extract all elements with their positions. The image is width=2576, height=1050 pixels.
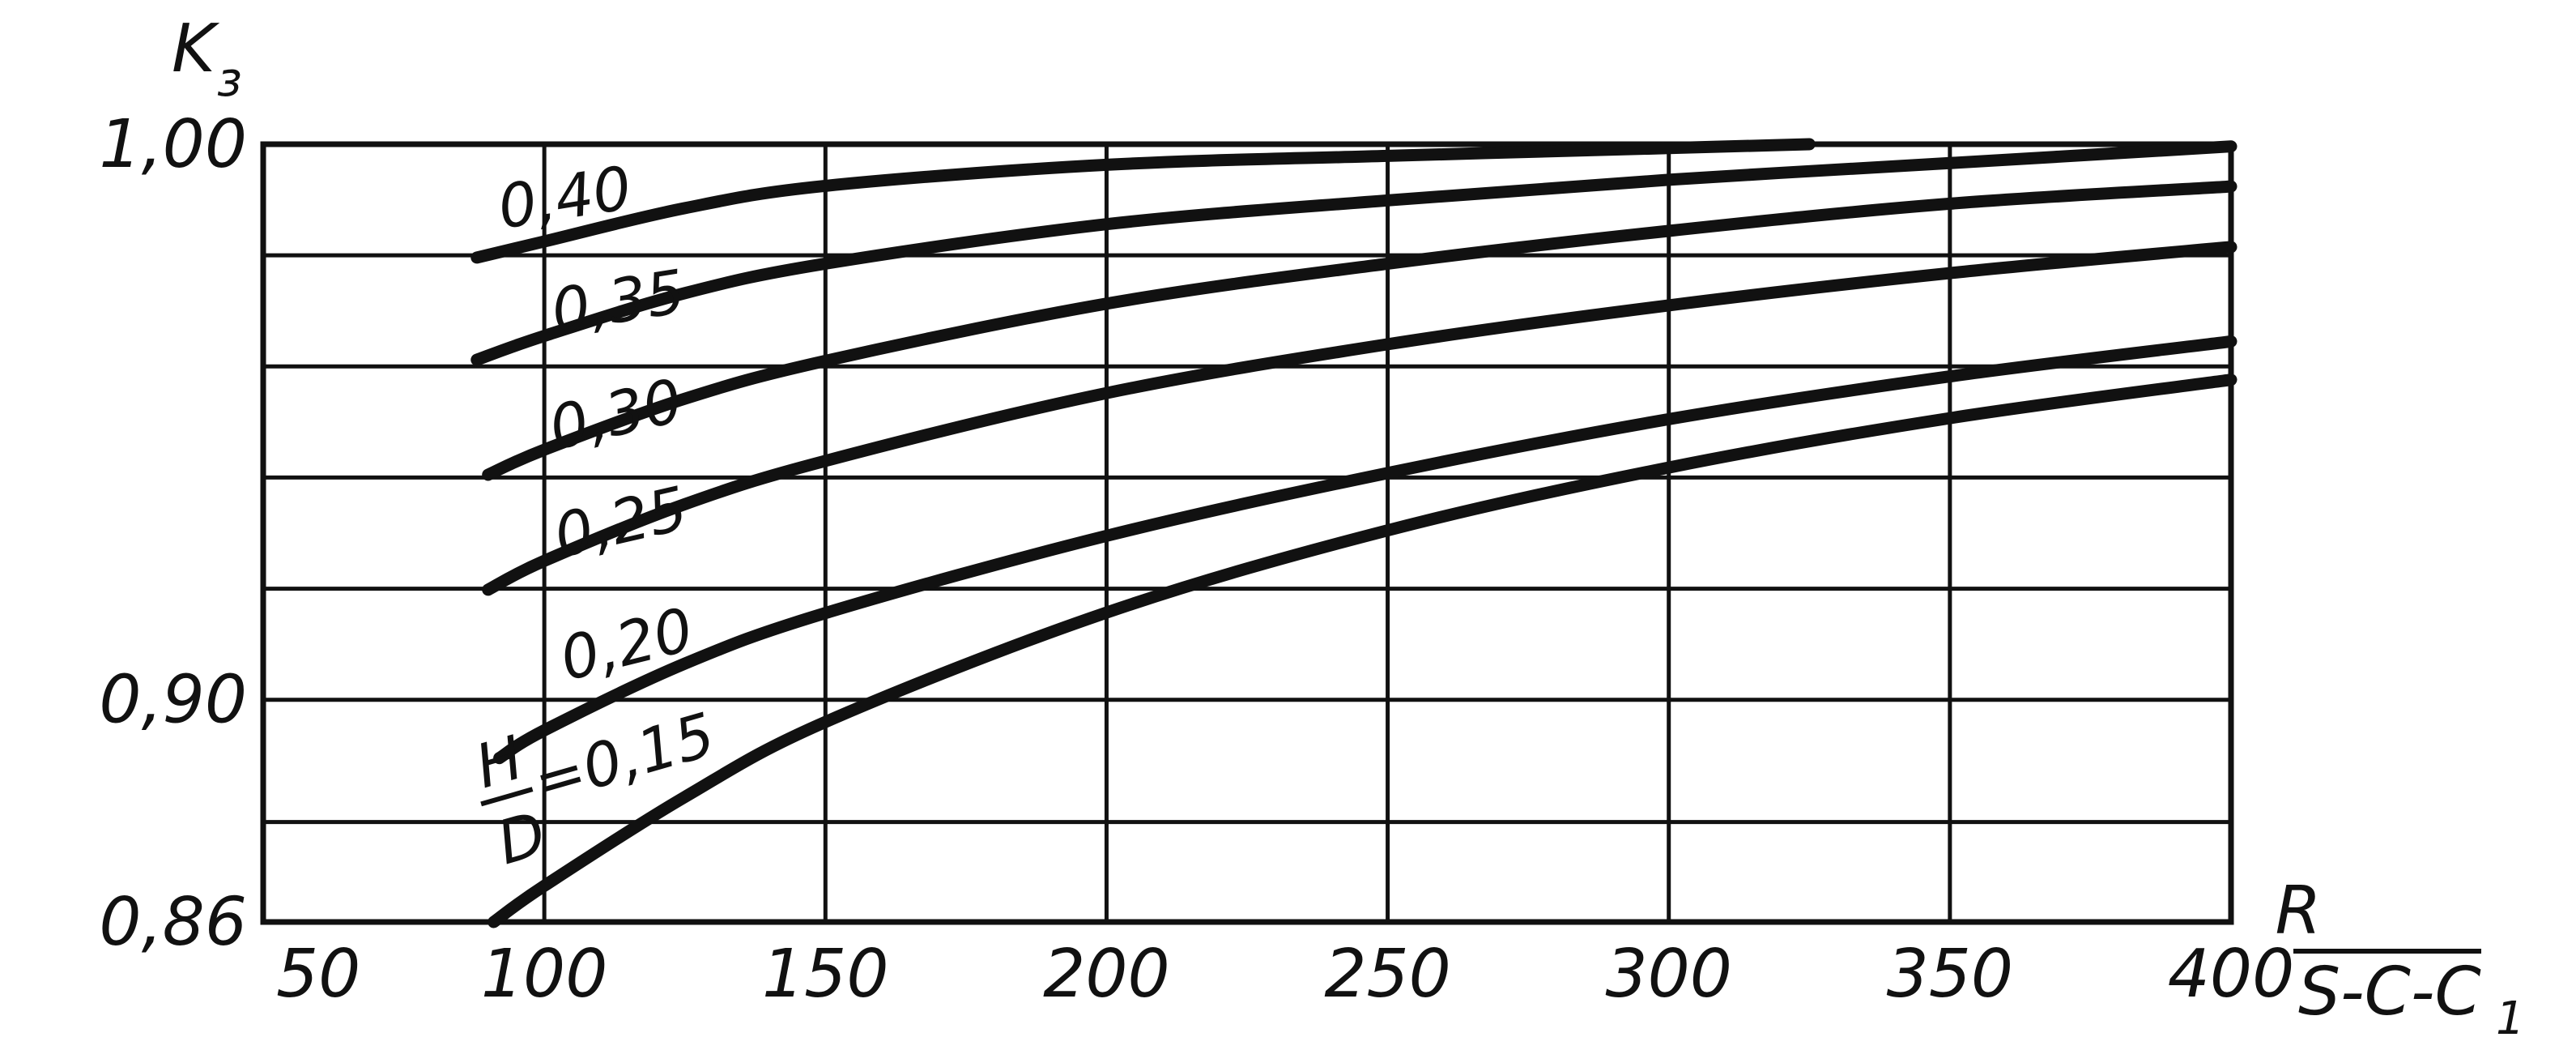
x-axis-title: R S-C-C 1 [2276, 873, 2525, 1045]
curve-layer [470, 138, 2238, 928]
series-labels: 0,40 0,35 0,30 0,25 0,20 H D =0,15 [468, 153, 722, 878]
y-tick-label: 0,90 [99, 662, 247, 739]
y-axis-title-main: K [172, 11, 220, 88]
x-tick-label: 200 [1043, 936, 1170, 1013]
plot-frame [260, 141, 2234, 925]
x-axis-title-numerator: R [2276, 873, 2322, 950]
x-tick-label: 350 [1887, 936, 2014, 1013]
x-tick-label: 300 [1605, 936, 1732, 1013]
series-line-3 [482, 241, 2238, 596]
series-label-0-25: 0,25 [548, 474, 694, 572]
x-tick-label: 250 [1324, 936, 1451, 1013]
series-label-0-15-fraction-bar [480, 787, 534, 807]
series-line-5 [488, 373, 2238, 928]
series-label-0-30: 0,30 [543, 366, 689, 464]
series-line-1 [470, 140, 2238, 366]
x-tick-label: 150 [762, 936, 889, 1013]
series-label-0-35: 0,35 [547, 257, 689, 347]
x-tick-label: 400 [2168, 936, 2295, 1013]
x-axis-title-denominator-subscript: 1 [2496, 992, 2525, 1045]
y-tick-label: 1,00 [99, 106, 247, 183]
series-line-4 [493, 335, 2238, 765]
y-axis-title: K з [172, 11, 242, 107]
x-tick-label: 50 [276, 936, 360, 1013]
y-axis-title-subscript: з [217, 52, 242, 107]
y-tick-label: 0,86 [99, 884, 247, 961]
x-axis-title-denominator: S-C-C [2298, 954, 2481, 1031]
series-label-0-15-value: =0,15 [526, 700, 722, 817]
tick-label-layer: 50 100 150 200 250 300 350 400 1,00 0,90 0,86 [99, 106, 2294, 1013]
x-tick-label: 100 [481, 936, 608, 1013]
series-label-0-20: 0,20 [554, 595, 700, 694]
series-line-0 [470, 138, 1816, 264]
series-line-2 [482, 180, 2238, 481]
